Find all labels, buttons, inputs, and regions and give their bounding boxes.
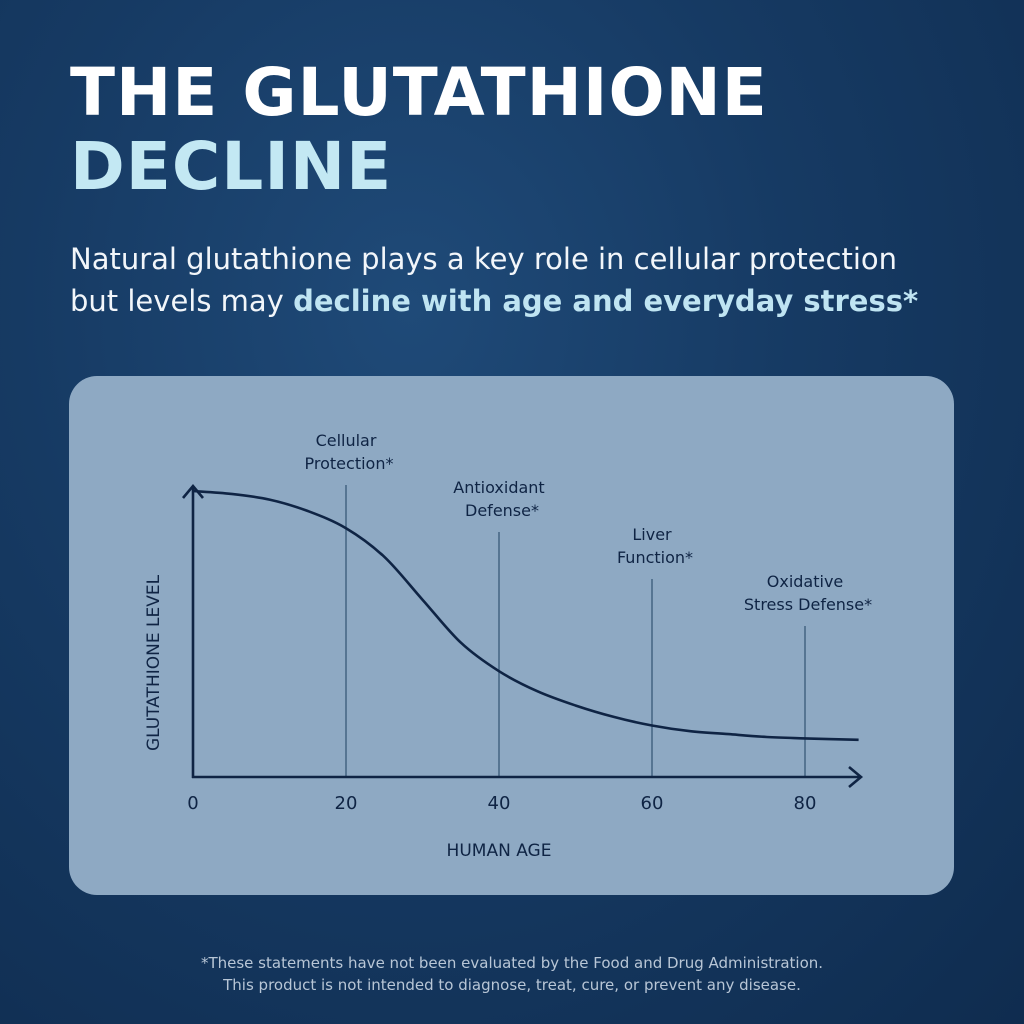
y-axis-label: GLUTATHIONE LEVEL xyxy=(144,574,164,751)
annotation-label: Protection* xyxy=(305,454,394,473)
annotation-label: Stress Defense* xyxy=(744,595,872,614)
annotation-label: Antioxidant xyxy=(453,478,544,497)
subtitle: Natural glutathione plays a key role in … xyxy=(70,238,950,322)
subtitle-highlight: decline with age and everyday stress* xyxy=(293,284,918,318)
x-tick-label: 0 xyxy=(187,793,198,814)
disclaimer: *These statements have not been evaluate… xyxy=(0,952,1024,996)
title-line-2: DECLINE xyxy=(70,130,768,204)
chart-card: Cellular Protection* Antioxidant Defense* Li… xyxy=(69,376,954,895)
disclaimer-line-1: *These statements have not been evaluate… xyxy=(0,952,1024,974)
x-tick-label: 60 xyxy=(641,793,664,814)
annotation-label: Liver xyxy=(632,525,672,544)
annotation-label: Defense* xyxy=(465,501,539,520)
page-title: THE GLUTATHIONE DECLINE xyxy=(70,56,768,204)
glutathione-curve xyxy=(193,491,859,740)
disclaimer-line-2: This product is not intended to diagnose… xyxy=(0,974,1024,996)
x-tick-label: 40 xyxy=(488,793,511,814)
title-line-1: THE GLUTATHIONE xyxy=(70,56,768,130)
annotation-label: Function* xyxy=(617,548,693,567)
glutathione-decline-chart: Cellular Protection* Antioxidant Defense* Li… xyxy=(69,376,954,895)
x-axis-label: HUMAN AGE xyxy=(447,841,552,861)
annotation-label: Oxidative xyxy=(767,572,844,591)
annotation-label: Cellular xyxy=(316,431,377,450)
x-tick-label: 20 xyxy=(335,793,358,814)
x-tick-label: 80 xyxy=(794,793,817,814)
